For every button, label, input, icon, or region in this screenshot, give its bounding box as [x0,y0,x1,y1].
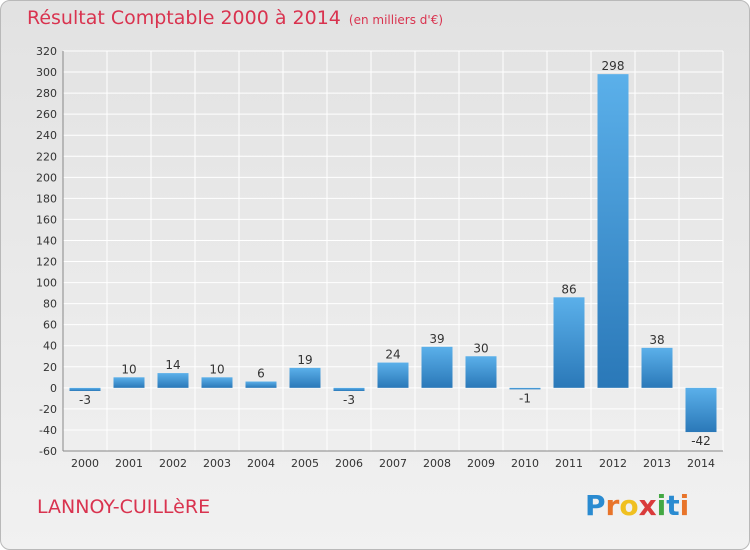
x-tick-label: 2010 [511,457,539,470]
x-tick-label: 2013 [643,457,671,470]
logo-letter: x [638,489,657,522]
x-tick-label: 2000 [71,457,99,470]
bar-2011 [553,297,585,388]
y-tick-label: 300 [36,66,57,79]
logo-letter: i [679,489,690,522]
data-label-2009: 30 [473,341,488,355]
y-tick-label: 320 [36,45,57,58]
y-tick-label: 120 [36,256,57,269]
y-tick-label: 60 [43,319,57,332]
chart-title: Résultat Comptable 2000 à 2014 [27,7,341,29]
x-tick-label: 2006 [335,457,363,470]
y-tick-label: 100 [36,277,57,290]
x-tick-label: 2002 [159,457,187,470]
bar-2013 [641,347,673,388]
bar-2004 [245,381,277,388]
y-tick-label: 240 [36,129,57,142]
y-tick-label: 220 [36,150,57,163]
data-label-2013: 38 [649,333,664,347]
logo-letter: r [605,489,620,522]
x-tick-label: 2009 [467,457,495,470]
chart-title-block: Résultat Comptable 2000 à 2014 (en millie… [27,7,443,29]
logo-letter: t [666,489,680,522]
bar-2001 [113,377,145,388]
data-label-2012: 298 [602,59,625,73]
y-tick-label: -40 [39,424,57,437]
logo-letter: o [619,489,639,522]
bar-2007 [377,362,409,388]
y-tick-label: -20 [39,403,57,416]
bar-2012 [597,74,629,388]
y-tick-label: -60 [39,445,57,458]
bar-2005 [289,367,321,388]
bar-2009 [465,356,497,388]
x-tick-label: 2007 [379,457,407,470]
logo-letter: i [656,489,667,522]
x-tick-label: 2014 [687,457,715,470]
chart-unit: (en milliers d'€) [348,13,444,27]
data-label-2001: 10 [121,362,136,376]
y-tick-label: 40 [43,340,57,353]
proxiti-logo: Proxiti [585,489,689,522]
bars [69,74,717,433]
x-tick-label: 2005 [291,457,319,470]
logo-letter: P [585,489,606,522]
y-tick-label: 20 [43,361,57,374]
data-label-2014: -42 [691,434,711,448]
data-label-2000: -3 [79,393,91,407]
data-label-2005: 19 [297,353,312,367]
bar-2002 [157,373,189,388]
bar-2003 [201,377,233,388]
y-tick-label: 0 [50,382,57,395]
data-label-2007: 24 [385,348,400,362]
y-tick-label: 280 [36,87,57,100]
data-label-2010: -1 [519,391,531,405]
y-tick-label: 80 [43,298,57,311]
x-tick-label: 2004 [247,457,275,470]
bar-2014 [685,387,717,433]
bar-2008 [421,346,453,388]
data-label-2011: 86 [561,282,576,296]
y-tick-label: 180 [36,192,57,205]
x-tick-label: 2012 [599,457,627,470]
x-tick-label: 2001 [115,457,143,470]
bar-2000 [69,387,101,391]
bar-2006 [333,387,365,391]
axes: -60 -40 -20 0 20 40 60 80 100 120 140 160 180 200 220 2… [36,45,723,470]
commune-name: LANNOY-CUILLèRE [37,496,211,518]
x-tick-label: 2008 [423,457,451,470]
data-label-2004: 6 [257,367,265,381]
y-tick-label: 140 [36,234,57,247]
data-label-2002: 14 [165,358,180,372]
data-label-2008: 39 [429,332,444,346]
y-tick-label: 200 [36,171,57,184]
data-labels: -3 10 14 10 6 19 -3 24 39 30 -1 86 298 38 -42 [79,59,711,448]
x-tick-label: 2011 [555,457,583,470]
bar-2010 [509,387,541,390]
x-tick-label: 2003 [203,457,231,470]
y-tick-label: 260 [36,108,57,121]
data-label-2003: 10 [209,362,224,376]
data-label-2006: -3 [343,393,355,407]
y-tick-label: 160 [36,213,57,226]
